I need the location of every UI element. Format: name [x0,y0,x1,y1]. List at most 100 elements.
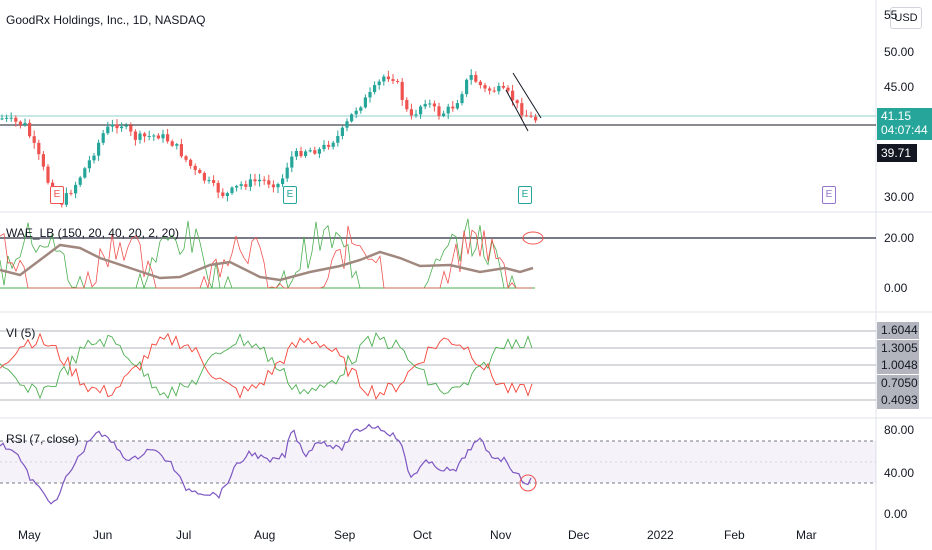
candle-body [133,131,137,140]
candle-body [299,151,303,157]
time-axis-label: Jun [93,528,113,542]
candle-body [271,184,275,188]
candle-body [483,85,487,89]
candle-body [405,99,409,110]
rsi-axis-label: 80.00 [884,423,915,437]
candle-body [524,115,528,117]
vi-indicator-title[interactable]: VI (5) [6,326,36,340]
candle-body [115,124,119,129]
earnings-marker[interactable]: E [283,186,297,204]
candle-body [304,151,308,157]
candle-body [396,80,400,82]
candle-body [478,81,482,86]
candle-body [465,79,469,95]
candle-body [138,133,142,140]
candle-body [382,76,386,82]
candle-body [170,141,174,146]
rsi-axis-label: 40.00 [884,466,915,480]
candle-body [359,107,363,111]
rsi-circle-annotation [519,474,537,492]
candle-body [423,103,427,107]
candle-body [9,117,13,119]
candle-body [515,100,519,104]
time-axis-label: Feb [724,528,745,542]
candle-body [488,88,492,91]
candle-body [175,144,179,146]
candle-body [120,126,124,129]
candle-body [212,180,216,183]
price-axis-label: 55 [884,8,898,22]
earnings-marker[interactable]: E [518,186,532,204]
candle-body [189,159,193,166]
candle-body [501,86,505,88]
candle-body [143,133,147,137]
currency-button[interactable]: USD [890,7,922,29]
candle-body [511,90,515,101]
candle-body [340,127,344,136]
horizontal-line-price-tag: 39.71 [877,144,917,162]
candle-body [14,117,18,122]
candle-body [83,168,87,178]
time-axis-label: 2022 [647,528,674,542]
candle-body [345,121,349,128]
candle-body [322,144,326,150]
candle-body [377,81,381,86]
candle-body [97,142,101,156]
candle-body [28,122,32,137]
vi-axis-label: 1.0048 [877,357,919,374]
vi-axis-label: 1.3005 [877,340,919,357]
vi-series [0,331,533,401]
candle-body [313,150,317,154]
candle-body [460,94,464,104]
candle-body [87,160,91,169]
wae-trend-up-line [0,218,532,290]
candle-body [520,103,524,116]
candle-body [101,133,105,143]
candle-body [32,136,36,143]
candle-body [110,124,114,127]
candle-body [534,116,538,121]
candle-body [46,166,50,183]
candle-body [363,97,367,108]
earnings-marker[interactable]: E [822,186,836,204]
candle-body [166,134,170,142]
candle-body [308,150,312,152]
time-axis-label: Dec [568,528,590,542]
candle-body [474,74,478,82]
time-axis-label: Mar [796,528,817,542]
vi-axis-label: 1.6044 [877,322,919,339]
candle-body [492,90,496,92]
candle-body [253,179,257,182]
candle-body [428,103,432,105]
candle-body [294,151,298,157]
wae-indicator-title[interactable]: WAE_LB (150, 20, 40, 20, 2, 20) [6,226,179,240]
bar-countdown: 04:07:44 [881,123,928,137]
candle-body [23,122,27,125]
earnings-marker[interactable]: E [50,186,64,204]
time-axis-label: Oct [413,528,432,542]
wae-explosion-line [0,243,534,282]
wae-trend-down-line [0,225,532,289]
rsi-line [0,423,532,505]
time-axis-label: Sep [334,528,356,542]
candle-body [368,92,372,98]
candle-body [235,185,239,188]
candlestick-series [0,69,538,208]
rsi-indicator-title[interactable]: RSI (7, close) [6,432,79,446]
candle-body [124,125,128,127]
candle-body [409,109,413,116]
symbol-title[interactable]: GoodRx Holdings, Inc., 1D, NASDAQ [6,13,206,27]
candle-body [529,115,533,117]
trendline-drawing [505,89,529,132]
candle-body [74,184,78,194]
candle-body [193,165,197,171]
candle-body [497,86,501,92]
candle-body [202,172,206,181]
candle-body [414,114,418,116]
candle-body [451,106,455,109]
candle-body [331,142,335,147]
time-axis-label: May [18,528,41,542]
candle-body [184,156,188,160]
